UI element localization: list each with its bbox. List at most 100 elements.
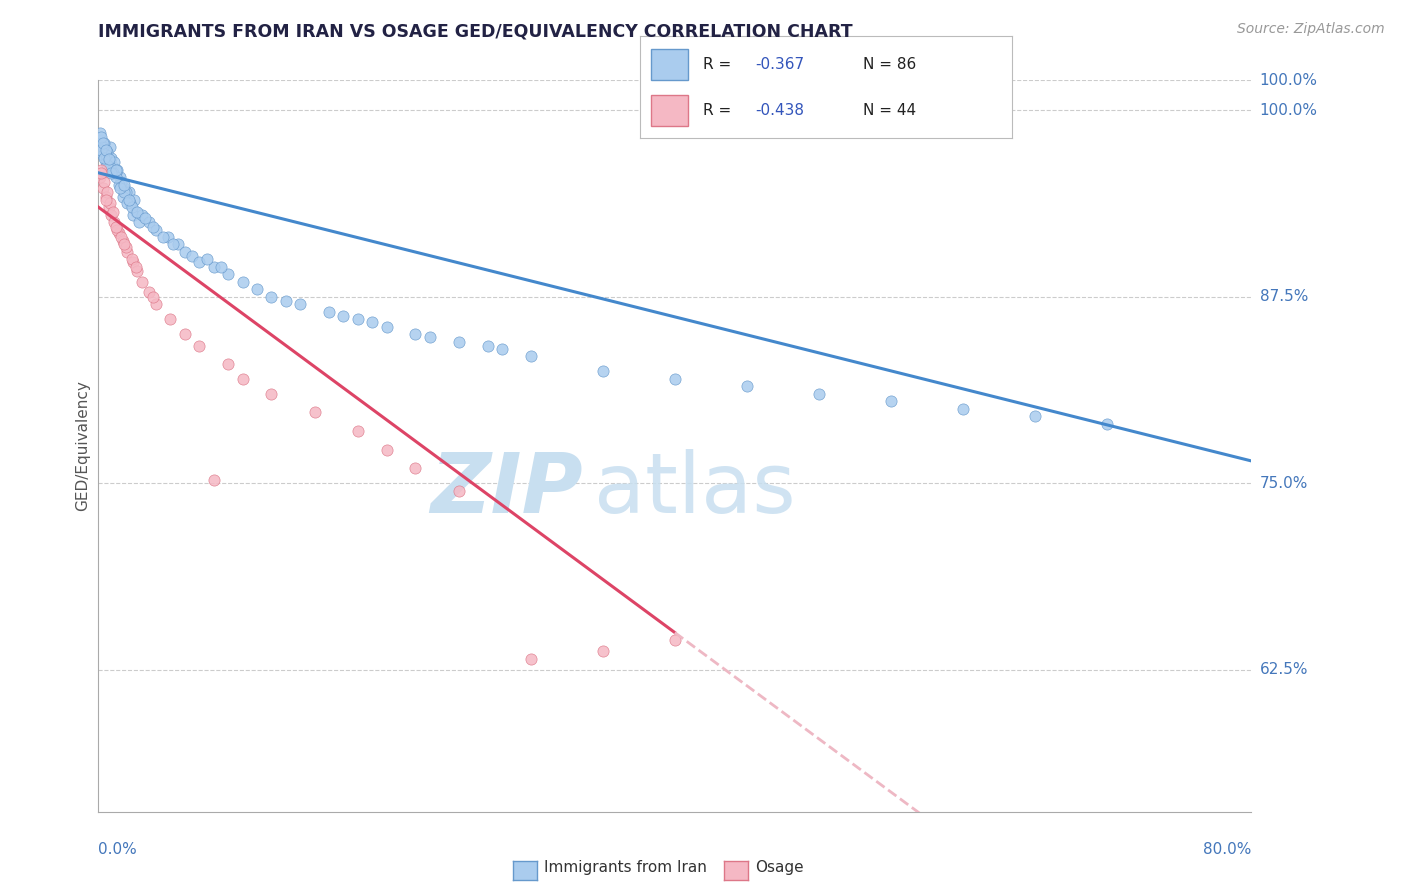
Point (152, 230, 174, 244)
Point (90, 144, 112, 158)
Point (274, 294, 297, 309)
Point (332, 309, 354, 323)
Point (101, 166, 124, 180)
Text: -0.438: -0.438 (755, 103, 804, 118)
Text: 100.0%: 100.0% (1260, 73, 1317, 87)
Point (592, 643, 614, 657)
Point (96, 193, 118, 207)
Point (125, 204, 148, 219)
Text: ZIP: ZIP (430, 450, 582, 531)
Point (159, 312, 181, 326)
Point (97, 162, 120, 177)
Point (100, 166, 122, 180)
Point (103, 155, 125, 169)
Point (664, 372, 686, 386)
Point (145, 222, 167, 236)
Point (111, 235, 134, 249)
Point (419, 330, 441, 344)
Point (735, 379, 758, 393)
Point (318, 304, 340, 318)
Y-axis label: GED/Equivalency: GED/Equivalency (75, 381, 90, 511)
Text: IMMIGRANTS FROM IRAN VS OSAGE GED/EQUIVALENCY CORRELATION CHART: IMMIGRANTS FROM IRAN VS OSAGE GED/EQUIVA… (98, 22, 853, 40)
Point (520, 350, 543, 364)
Point (375, 319, 398, 334)
Point (91, 180, 114, 194)
Point (108, 170, 131, 185)
Point (112, 178, 135, 192)
Point (110, 175, 132, 189)
Point (93, 151, 115, 165)
Text: R =: R = (703, 103, 737, 118)
Point (98, 160, 121, 174)
Point (93, 175, 115, 189)
Point (128, 215, 150, 229)
Text: 62.5%: 62.5% (1260, 663, 1308, 677)
Point (156, 230, 179, 244)
Point (131, 208, 153, 222)
Point (107, 226, 129, 240)
Point (166, 237, 188, 252)
Text: 100.0%: 100.0% (1260, 103, 1317, 118)
Point (101, 204, 124, 219)
Text: 87.5%: 87.5% (1260, 289, 1308, 304)
Point (142, 290, 165, 304)
Point (98, 195, 121, 210)
Point (110, 230, 132, 244)
Point (96, 158, 118, 172)
Point (260, 290, 283, 304)
Point (111, 190, 134, 204)
Point (90, 130, 112, 145)
Text: N = 86: N = 86 (863, 57, 917, 72)
Point (104, 166, 127, 180)
Point (105, 222, 128, 236)
Point (112, 180, 135, 194)
Point (107, 178, 129, 192)
Point (592, 364, 614, 378)
Point (260, 386, 283, 401)
Point (104, 170, 127, 185)
Point (91, 148, 114, 162)
Point (188, 339, 211, 353)
Point (94, 148, 117, 162)
Point (231, 275, 254, 289)
Text: 0.0%: 0.0% (98, 842, 138, 857)
Point (93, 136, 115, 150)
Point (346, 424, 368, 438)
Point (121, 252, 143, 267)
Point (101, 160, 124, 174)
Point (209, 260, 232, 274)
Point (142, 219, 165, 234)
Point (952, 401, 974, 416)
Point (880, 394, 903, 409)
Point (477, 339, 499, 353)
Point (120, 195, 142, 210)
Point (100, 208, 122, 222)
Point (117, 195, 138, 210)
Point (202, 260, 225, 274)
Point (105, 162, 128, 177)
Text: 80.0%: 80.0% (1204, 842, 1251, 857)
Point (108, 180, 131, 194)
Point (217, 268, 239, 282)
FancyBboxPatch shape (651, 49, 688, 79)
Point (103, 215, 125, 229)
Point (114, 186, 136, 200)
Point (188, 255, 211, 269)
Point (112, 186, 135, 200)
Point (98, 153, 121, 167)
Point (138, 215, 160, 229)
Point (361, 315, 384, 329)
Text: N = 44: N = 44 (863, 103, 917, 118)
Point (94, 155, 117, 169)
Point (122, 208, 145, 222)
Text: 75.0%: 75.0% (1260, 475, 1308, 491)
Point (174, 326, 197, 341)
Point (405, 326, 427, 341)
Point (93, 136, 115, 150)
Point (118, 186, 141, 200)
Point (346, 312, 368, 326)
Point (104, 219, 127, 234)
Point (90, 166, 112, 180)
Point (121, 200, 143, 214)
Point (447, 483, 470, 498)
